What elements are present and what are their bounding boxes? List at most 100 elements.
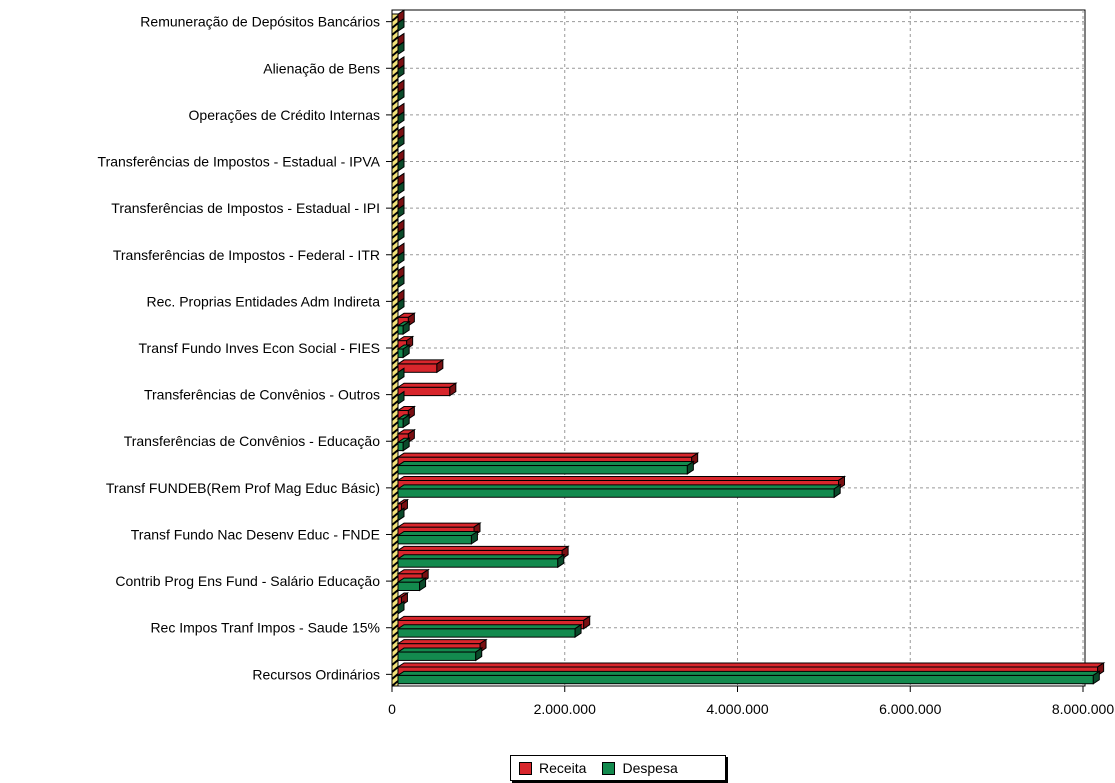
axis-wall-hatch (391, 589, 399, 596)
axis-wall-hatch (391, 596, 399, 603)
axis-wall-hatch (391, 561, 399, 568)
axis-wall-hatch (391, 512, 399, 519)
bar-despesa-side (397, 64, 405, 79)
axis-wall-hatch (391, 316, 399, 323)
category-label: Rec Impos Tranf Impos - Saude 15% (150, 620, 380, 636)
axis-wall-hatch (391, 680, 399, 687)
category-label: Transferências de Convênios - Educação (124, 433, 381, 449)
axis-wall-hatch (391, 603, 399, 610)
bar-receita-top (396, 382, 458, 388)
bar-receita (397, 386, 451, 397)
axis-wall-hatch (391, 57, 399, 64)
axis-wall-hatch (391, 533, 399, 540)
bar-despesa-top (396, 647, 484, 653)
bar-despesa-top (396, 554, 566, 560)
axis-wall-hatch (391, 169, 399, 176)
axis-wall-hatch (391, 323, 399, 330)
axis-wall-hatch (391, 442, 399, 449)
bar-despesa-side (397, 367, 405, 382)
axis-wall-hatch (391, 344, 399, 351)
legend-swatch-despesa (602, 761, 616, 775)
bar-receita-top (396, 662, 1106, 668)
axis-wall-hatch (391, 547, 399, 554)
axis-wall-hatch (391, 638, 399, 645)
bar-despesa-side (397, 274, 405, 289)
axis-wall-hatch (391, 218, 399, 225)
bar-despesa-side (397, 17, 405, 32)
category-label: Transf FUNDEB(Rem Prof Mag Educ Básic) (106, 480, 380, 496)
axis-wall-hatch (391, 29, 399, 36)
legend-item-despesa: Despesa (602, 760, 678, 776)
bar-despesa-side (833, 483, 841, 499)
axis-wall-hatch (391, 260, 399, 267)
axis-wall-hatch (391, 148, 399, 155)
bar-receita-top (396, 452, 700, 458)
bar-despesa-side (475, 647, 483, 662)
bar-receita-side (583, 615, 591, 630)
axis-wall-hatch (391, 568, 399, 575)
bar-despesa-side (470, 530, 478, 545)
axis-wall-hatch (391, 295, 399, 302)
axis-wall-hatch (391, 183, 399, 190)
axis-wall-hatch (391, 78, 399, 85)
bar-despesa-side (397, 600, 405, 615)
axis-wall-hatch (391, 92, 399, 99)
axis-wall-hatch (391, 288, 399, 295)
category-label: Contrib Prog Ens Fund - Salário Educação (115, 573, 380, 589)
axis-wall-hatch (391, 22, 399, 29)
axis-wall-hatch (391, 386, 399, 393)
axis-wall-hatch (391, 463, 399, 470)
x-tick-label: 4.000.000 (706, 701, 768, 717)
bar-despesa-side (397, 204, 405, 219)
category-label: Transferências de Impostos - Federal - I… (113, 247, 380, 263)
axis-wall-hatch (391, 659, 399, 666)
bar-receita-top (396, 639, 488, 645)
bar-despesa-side (557, 553, 565, 569)
axis-wall-hatch (391, 645, 399, 652)
bar-despesa-side (397, 87, 405, 102)
category-label: Rec. Proprias Entidades Adm Indireta (147, 293, 381, 309)
axis-wall-hatch (391, 519, 399, 526)
axis-wall-hatch (391, 624, 399, 631)
axis-wall-hatch (391, 372, 399, 379)
axis-wall-hatch (391, 134, 399, 141)
bar-despesa-side (419, 577, 427, 592)
bar-despesa (397, 325, 404, 335)
axis-wall-hatch (391, 540, 399, 547)
bar-despesa-side (402, 413, 410, 429)
bar-despesa (397, 441, 404, 452)
bar-despesa-side (397, 180, 405, 196)
axis-wall-hatch (391, 449, 399, 456)
axis-wall-hatch (391, 330, 399, 337)
axis-wall-hatch (391, 456, 399, 463)
axis-wall-hatch (391, 470, 399, 477)
axis-wall-hatch (391, 176, 399, 183)
bar-despesa (397, 651, 477, 661)
axis-wall-hatch (391, 190, 399, 197)
bar-despesa-side (402, 437, 410, 452)
axis-wall-hatch (391, 435, 399, 442)
category-label: Remuneração de Depósitos Bancários (140, 14, 380, 30)
axis-wall-hatch (391, 85, 399, 92)
axis-wall-hatch (391, 281, 399, 288)
axis-wall-hatch (391, 302, 399, 309)
axis-wall-hatch (391, 365, 399, 372)
bar-despesa-top (396, 530, 480, 536)
legend-label-despesa: Despesa (622, 760, 678, 776)
axis-wall-hatch (391, 127, 399, 134)
axis-wall-hatch (391, 407, 399, 414)
axis-wall-hatch (391, 554, 399, 561)
axis-wall-hatch (391, 631, 399, 638)
axis-wall-hatch (391, 617, 399, 624)
bar-despesa (397, 348, 404, 358)
axis-wall-hatch (391, 414, 399, 421)
axis-wall-hatch (391, 43, 399, 50)
axis-wall-hatch (391, 141, 399, 148)
axis-wall-hatch (391, 64, 399, 71)
axis-wall-hatch (391, 400, 399, 407)
axis-wall-hatch (391, 309, 399, 316)
bar-receita-top (396, 475, 847, 481)
axis-wall-hatch (391, 575, 399, 582)
category-label: Transferências de Impostos - Estadual - … (98, 154, 381, 170)
axis-wall-hatch (391, 267, 399, 274)
